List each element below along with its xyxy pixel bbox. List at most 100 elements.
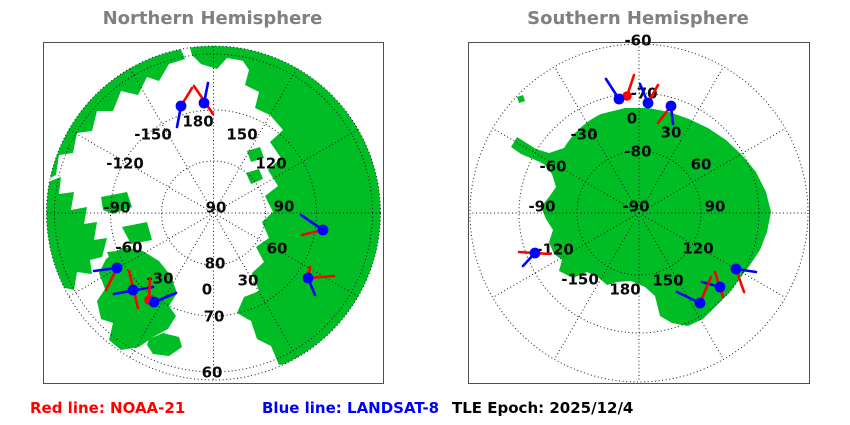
longitude-label: 0 xyxy=(202,280,212,298)
south-map-title: Southern Hemisphere xyxy=(527,8,749,29)
north-satellite-markers xyxy=(92,81,336,310)
latitude-circle xyxy=(161,160,266,266)
landsat8-position-dot xyxy=(148,296,160,308)
satellite-marker xyxy=(92,262,123,292)
latitude-label: 60 xyxy=(202,363,223,381)
meridian-line xyxy=(492,128,640,214)
latitude-label: -60 xyxy=(624,31,651,49)
satellite-marker xyxy=(517,247,552,268)
legend-blue-line: Blue line: LANDSAT-8 xyxy=(262,399,440,417)
noaa21-position-dot xyxy=(622,91,632,101)
meridian-line xyxy=(638,66,724,214)
longitude-label: -30 xyxy=(570,125,597,143)
land-shape xyxy=(101,192,132,214)
meridian-line xyxy=(68,129,214,214)
landsat8-position-dot xyxy=(714,281,726,293)
latitude-label: 90 xyxy=(206,198,227,216)
landsat8-position-dot xyxy=(694,297,706,309)
satellite-marker xyxy=(299,213,329,237)
land-shape xyxy=(247,147,264,162)
longitude-label: 60 xyxy=(691,155,712,173)
landsat8-position-dot xyxy=(613,93,625,105)
landsat8-position-dot xyxy=(175,100,187,112)
land-shape xyxy=(237,47,381,365)
land-shape xyxy=(46,177,107,302)
longitude-label: 120 xyxy=(682,239,713,257)
landsat8-position-dot xyxy=(665,100,677,112)
landsat8-position-dot xyxy=(642,97,654,109)
land-shape xyxy=(122,222,152,244)
meridian-line xyxy=(213,212,298,358)
meridian-line xyxy=(492,212,640,298)
longitude-label: 180 xyxy=(182,112,213,130)
satellite-marker xyxy=(730,263,758,294)
meridian-line xyxy=(638,128,786,214)
latitude-label: -80 xyxy=(624,142,651,160)
meridian-line xyxy=(213,212,359,297)
longitude-label: 150 xyxy=(226,125,257,143)
north-graticule xyxy=(46,45,381,381)
longitude-label: 60 xyxy=(267,239,288,257)
south-graticule xyxy=(469,43,809,383)
meridian-line xyxy=(129,68,214,214)
land-shape xyxy=(517,95,525,103)
tle-epoch-label: TLE Epoch: 2025/12/4 xyxy=(452,399,634,417)
longitude-label: 180 xyxy=(609,280,640,298)
longitude-label: -120 xyxy=(536,240,574,258)
southern-hemisphere-map: 030-3060-6090-90120-120150-150180-60-70-… xyxy=(468,31,810,384)
latitude-circle xyxy=(110,109,317,317)
longitude-label: -120 xyxy=(106,154,144,172)
longitude-label: 90 xyxy=(274,197,295,215)
satellite-marker xyxy=(302,265,336,297)
south-satellite-markers xyxy=(517,73,758,309)
satellite-marker xyxy=(656,100,677,126)
longitude-label: 30 xyxy=(238,271,259,289)
land-shape xyxy=(246,169,263,184)
landsat8-position-dot xyxy=(302,272,314,284)
satellite-marker xyxy=(192,81,215,116)
satellite-marker xyxy=(675,275,713,309)
satellite-marker xyxy=(175,86,194,129)
satellite-marker xyxy=(700,270,726,299)
legend-red-line: Red line: NOAA-21 xyxy=(30,399,186,417)
longitude-label: -90 xyxy=(103,198,130,216)
meridian-line xyxy=(554,66,640,214)
meridian-line xyxy=(129,212,214,358)
north-map-title: Northern Hemisphere xyxy=(102,8,323,29)
latitude-label: 70 xyxy=(204,307,225,325)
longitude-label: 90 xyxy=(705,197,726,215)
meridian-line xyxy=(638,212,786,298)
meridian-line xyxy=(213,129,359,214)
latitude-label: -90 xyxy=(622,197,649,215)
longitude-label: -60 xyxy=(539,157,566,175)
land-shape xyxy=(189,46,249,69)
longitude-label: -30 xyxy=(146,269,173,287)
meridian-line xyxy=(554,212,640,360)
longitude-label: -150 xyxy=(134,125,172,143)
land-shape xyxy=(147,333,182,356)
satellite-marker xyxy=(604,73,636,105)
landsat8-position-dot xyxy=(529,247,541,259)
northern-hemisphere-map: 180 -150 150 -120 120 -90 90 -60 60 -30 30 0 90 80 70 6… xyxy=(43,42,384,384)
longitude-label: 0 xyxy=(627,109,637,127)
landsat8-position-dot xyxy=(127,284,139,296)
longitude-label: -60 xyxy=(115,238,142,256)
meridian-line xyxy=(68,212,214,297)
satellite-marker xyxy=(144,276,178,308)
landsat8-position-dot xyxy=(198,97,210,109)
satellite-marker xyxy=(112,269,155,310)
latitude-circle xyxy=(469,43,809,383)
latitude-circle xyxy=(518,92,760,334)
latitude-label: 80 xyxy=(205,254,226,272)
longitude-label: 120 xyxy=(255,154,286,172)
north-labels: 180 -150 150 -120 120 -90 90 -60 60 -30 30 0 90 80 70 6… xyxy=(103,112,294,381)
south-labels: 030-3060-6090-90120-120150-150180-60-70-… xyxy=(528,31,725,298)
landsat8-position-dot xyxy=(317,224,329,236)
longitude-label: -90 xyxy=(528,197,555,215)
latitude-circle xyxy=(46,45,381,381)
landsat8-position-dot xyxy=(730,263,742,275)
landsat8-position-dot xyxy=(111,262,123,274)
meridian-line xyxy=(638,212,724,360)
longitude-label: 150 xyxy=(652,271,683,289)
